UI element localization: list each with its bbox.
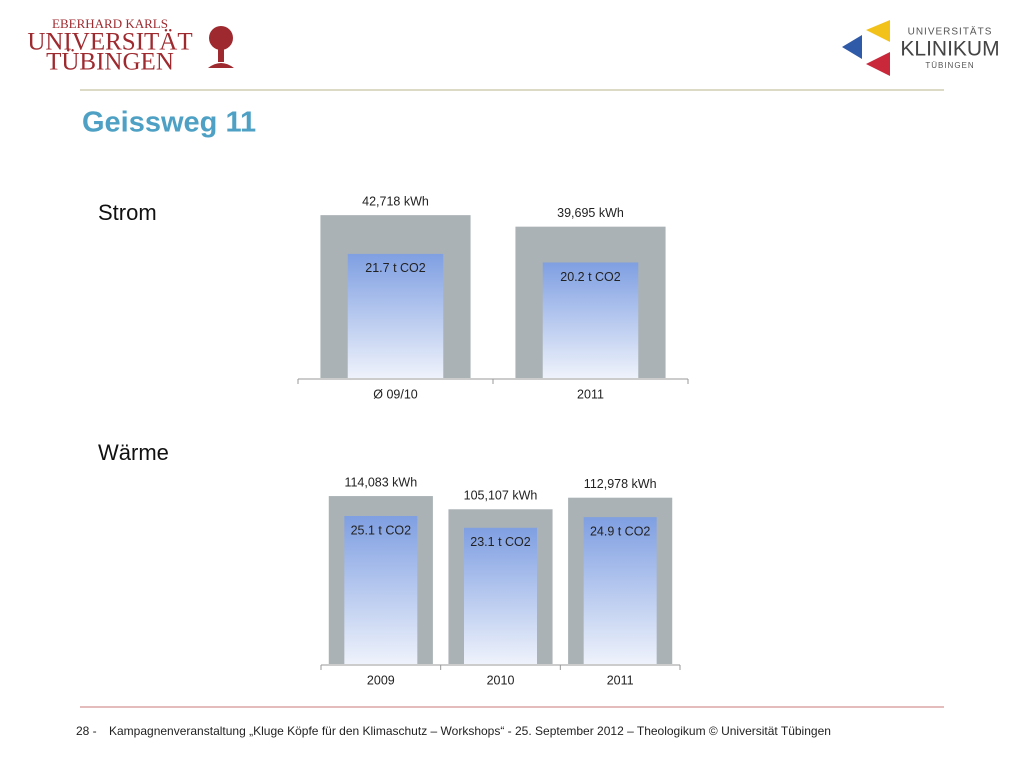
logo-text: KLINIKUM [900, 38, 999, 61]
energy-label: 114,083 kWh [344, 475, 417, 489]
energy-label: 39,695 kWh [557, 206, 624, 220]
co2-bar [542, 262, 639, 378]
co2-label: 21.7 t CO2 [365, 261, 425, 275]
x-tick-label: 2011 [577, 387, 604, 401]
co2-label: 25.1 t CO2 [351, 523, 411, 537]
left-logo: EBERHARD KARLS UNIVERSITÄT TÜBINGEN [27, 16, 234, 76]
page-number: 28 - [76, 724, 97, 738]
logo-tree [208, 26, 234, 68]
x-tick-label: 2010 [487, 673, 515, 687]
chart-title: Strom [98, 200, 157, 225]
co2-label: 23.1 t CO2 [470, 535, 530, 549]
co2-bar [583, 517, 657, 664]
logo-shape [866, 20, 890, 42]
logo-text: TÜBINGEN [925, 61, 974, 70]
logo-text: EBERHARD KARLS [52, 16, 168, 31]
logo-text: UNIVERSITÄTS [908, 26, 993, 38]
co2-bar [464, 527, 537, 664]
slide-title: Geissweg 11 [82, 107, 256, 139]
energy-label: 42,718 kWh [362, 194, 429, 208]
co2-bar [344, 515, 418, 664]
logo-shape [866, 52, 890, 76]
logo-text: TÜBINGEN [46, 49, 174, 76]
energy-label: 105,107 kWh [464, 489, 538, 503]
co2-bar [347, 253, 444, 378]
co2-label: 24.9 t CO2 [590, 524, 650, 538]
x-tick-label: Ø 09/10 [373, 387, 418, 401]
right-logo: UNIVERSITÄTS KLINIKUM TÜBINGEN [842, 20, 1000, 76]
footer-text: Kampagnenveranstaltung „Kluge Köpfe für … [109, 724, 831, 738]
x-tick-label: 2009 [367, 673, 395, 687]
logo-text: UNIVERSITÄT [27, 29, 192, 56]
energy-label: 112,978 kWh [584, 477, 657, 491]
x-tick-label: 2011 [607, 673, 634, 687]
logo-shape [842, 35, 862, 59]
chart-title: Wärme [98, 440, 169, 465]
co2-label: 20.2 t CO2 [560, 270, 620, 284]
